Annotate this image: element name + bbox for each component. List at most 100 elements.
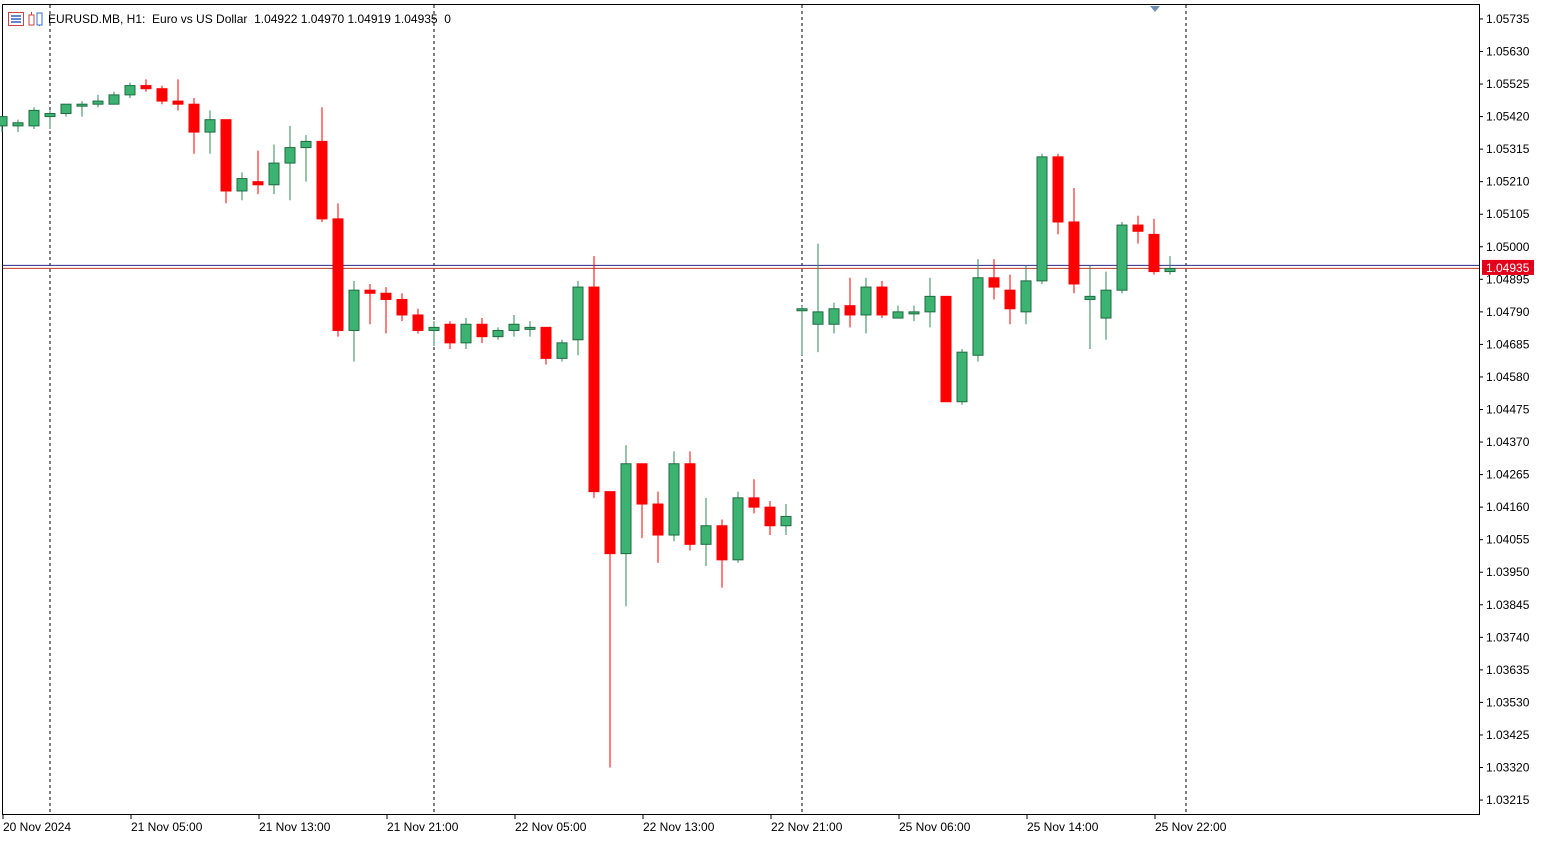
candle[interactable] <box>620 445 632 607</box>
candle[interactable] <box>972 259 984 362</box>
candle[interactable] <box>1100 271 1112 340</box>
candle[interactable] <box>1148 218 1160 275</box>
price-tag: 1.04935 <box>1482 259 1534 275</box>
candle[interactable] <box>796 305 808 356</box>
candle[interactable] <box>364 283 376 325</box>
candle[interactable] <box>988 259 1000 300</box>
chart-shift-marker-icon[interactable] <box>1150 6 1160 12</box>
candle[interactable] <box>0 116 8 133</box>
candle[interactable] <box>12 119 24 133</box>
candle-body <box>1052 156 1064 223</box>
candle[interactable] <box>1052 153 1064 235</box>
candle[interactable] <box>732 491 744 563</box>
candle[interactable] <box>348 280 360 362</box>
candle[interactable] <box>764 500 776 536</box>
candle[interactable] <box>1068 187 1080 294</box>
candle[interactable] <box>476 318 488 343</box>
candle[interactable] <box>188 97 200 154</box>
candle[interactable] <box>844 277 856 328</box>
candle-body <box>620 463 632 555</box>
candle-body <box>956 351 968 403</box>
candle[interactable] <box>860 277 872 334</box>
candle[interactable] <box>748 479 760 514</box>
candle[interactable] <box>156 85 168 105</box>
chart-list-icon[interactable] <box>8 12 24 26</box>
candle[interactable] <box>396 293 408 322</box>
candle[interactable] <box>60 103 72 117</box>
candle[interactable] <box>412 308 424 334</box>
candle[interactable] <box>604 491 616 768</box>
candle[interactable] <box>668 451 680 542</box>
candle[interactable] <box>92 94 104 108</box>
candle[interactable] <box>236 172 248 201</box>
candle[interactable] <box>908 305 920 322</box>
candle[interactable] <box>508 314 520 337</box>
candle-body <box>1004 289 1016 310</box>
price-tag-background <box>1482 259 1534 275</box>
candle[interactable] <box>524 321 536 337</box>
current-price-line <box>3 264 1479 269</box>
candle[interactable] <box>588 256 600 498</box>
candle[interactable] <box>76 101 88 117</box>
candle[interactable] <box>876 280 888 319</box>
candle[interactable] <box>924 277 936 328</box>
candle[interactable] <box>1004 274 1016 325</box>
candle[interactable] <box>812 243 824 353</box>
candle[interactable] <box>652 491 664 563</box>
candle[interactable] <box>332 203 344 337</box>
candle-body <box>92 100 104 105</box>
candle[interactable] <box>108 91 120 105</box>
candle[interactable] <box>172 79 184 111</box>
candle-body <box>844 305 856 316</box>
candle[interactable] <box>540 326 552 365</box>
candle[interactable] <box>140 79 152 92</box>
candle[interactable] <box>780 504 792 536</box>
candle[interactable] <box>1020 265 1032 325</box>
symbol-description: Euro vs US Dollar <box>152 12 248 26</box>
candle-body <box>812 311 824 325</box>
price-tick-label: 1.04370 <box>1486 435 1530 449</box>
candle[interactable] <box>428 321 440 346</box>
candle-body <box>1148 233 1160 273</box>
candle[interactable] <box>252 150 264 195</box>
candle[interactable] <box>1132 215 1144 244</box>
candle[interactable] <box>684 451 696 551</box>
candle[interactable] <box>316 107 328 222</box>
time-axis: 20 Nov 2024 21 Nov 05:00 21 Nov 13:00 21 No… <box>2 814 1227 834</box>
time-tick-label: 25 Nov 22:00 <box>1155 820 1227 834</box>
candle[interactable] <box>220 119 232 204</box>
candle[interactable] <box>124 82 136 98</box>
candle-body <box>892 311 904 319</box>
candle-body <box>268 162 280 186</box>
candle[interactable] <box>636 463 648 539</box>
candle[interactable] <box>44 110 56 129</box>
candle[interactable] <box>1164 256 1176 275</box>
price-tick-label: 1.03320 <box>1486 761 1530 775</box>
candle[interactable] <box>492 327 504 340</box>
candle[interactable] <box>460 318 472 350</box>
candle[interactable] <box>1116 221 1128 294</box>
candle[interactable] <box>940 295 952 403</box>
candle[interactable] <box>204 110 216 154</box>
candle[interactable] <box>892 305 904 319</box>
candle[interactable] <box>28 107 40 129</box>
candle[interactable] <box>380 287 392 334</box>
candle[interactable] <box>700 497 712 567</box>
candle[interactable] <box>300 135 312 182</box>
candle[interactable] <box>956 349 968 405</box>
candle[interactable] <box>444 321 456 350</box>
candle[interactable] <box>572 280 584 356</box>
candle[interactable] <box>284 125 296 201</box>
candle[interactable] <box>828 302 840 334</box>
chart-plot-area[interactable] <box>2 4 1480 815</box>
candle[interactable] <box>1036 153 1048 284</box>
candle-body <box>252 181 264 186</box>
candle[interactable] <box>1084 265 1096 350</box>
candle[interactable] <box>556 339 568 362</box>
candle-body <box>460 323 472 344</box>
candle[interactable] <box>716 519 728 588</box>
candle[interactable] <box>268 144 280 195</box>
candle-body <box>668 463 680 536</box>
chart-color-icon[interactable] <box>28 12 44 26</box>
